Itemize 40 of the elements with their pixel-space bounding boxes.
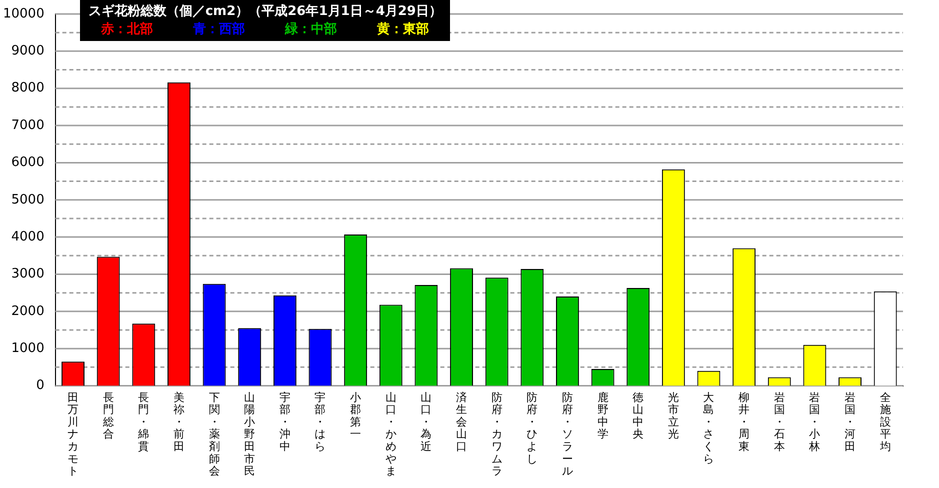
y-tick-label: 8000 (11, 80, 44, 96)
x-tick-label: 全施設平均 (878, 390, 891, 454)
x-tick-label: 田万川ナカモト (68, 390, 79, 478)
x-tick-label: 山口・かめやま (385, 390, 396, 478)
y-tick-label: 2000 (11, 304, 44, 319)
y-tick-label: 3000 (11, 266, 44, 282)
chart-title: スギ花粉総数（個／cm2）（平成26年1月1日～4月29日） (88, 3, 442, 20)
y-tick-label: 6000 (11, 155, 44, 170)
x-tick-label: 済生会山口 (456, 390, 468, 454)
x-tick-label: 長門・綿貫 (137, 390, 150, 454)
x-tick-label: 宇部・はら (314, 390, 326, 454)
x-tick-label: 光市立光 (668, 390, 679, 441)
x-tick-label: 小郡第一 (350, 390, 362, 441)
text: 青：西部 (193, 20, 246, 38)
y-tick-label: 5000 (11, 192, 44, 208)
x-tick-label: 山陽小野田市民 (244, 390, 256, 478)
x-tick-label: 防府・ソラール (562, 390, 573, 478)
x-tick-label: 岩国・石本 (774, 390, 785, 454)
y-tick-label: 4000 (11, 229, 44, 244)
x-tick-label: 美祢・前田 (173, 390, 184, 454)
x-tick-label: 岩国・河田 (844, 390, 856, 454)
x-tick-label: 防府・ひよし (526, 390, 538, 466)
x-tick-label: 鹿野中学 (597, 390, 608, 441)
y-tick-label: 1000 (11, 340, 44, 356)
x-tick-label: 岩国・小林 (808, 390, 820, 454)
x-tick-label: 防府・カワムラ (491, 390, 502, 478)
x-tick-label: 宇部・沖中 (279, 390, 290, 454)
text: 黄：東部 (377, 20, 430, 38)
y-tick-label: 10000 (2, 6, 44, 22)
x-tick-label: 山口・為近 (420, 390, 432, 454)
y-tick-label: 0 (36, 378, 44, 394)
x-tick-label: 柳井・周東 (738, 390, 750, 454)
x-tick-label: 徳山中央 (632, 390, 644, 441)
text: 赤：北部 (101, 20, 154, 38)
text: 緑：中部 (285, 20, 338, 38)
y-tick-label: 7000 (11, 118, 44, 133)
y-tick-label: 9000 (11, 44, 44, 59)
x-tick-label: 下関・薬剤師会 (208, 390, 220, 478)
x-tick-label: 大島・さくら (703, 390, 714, 466)
x-tick-label: 長門総合 (102, 390, 114, 441)
